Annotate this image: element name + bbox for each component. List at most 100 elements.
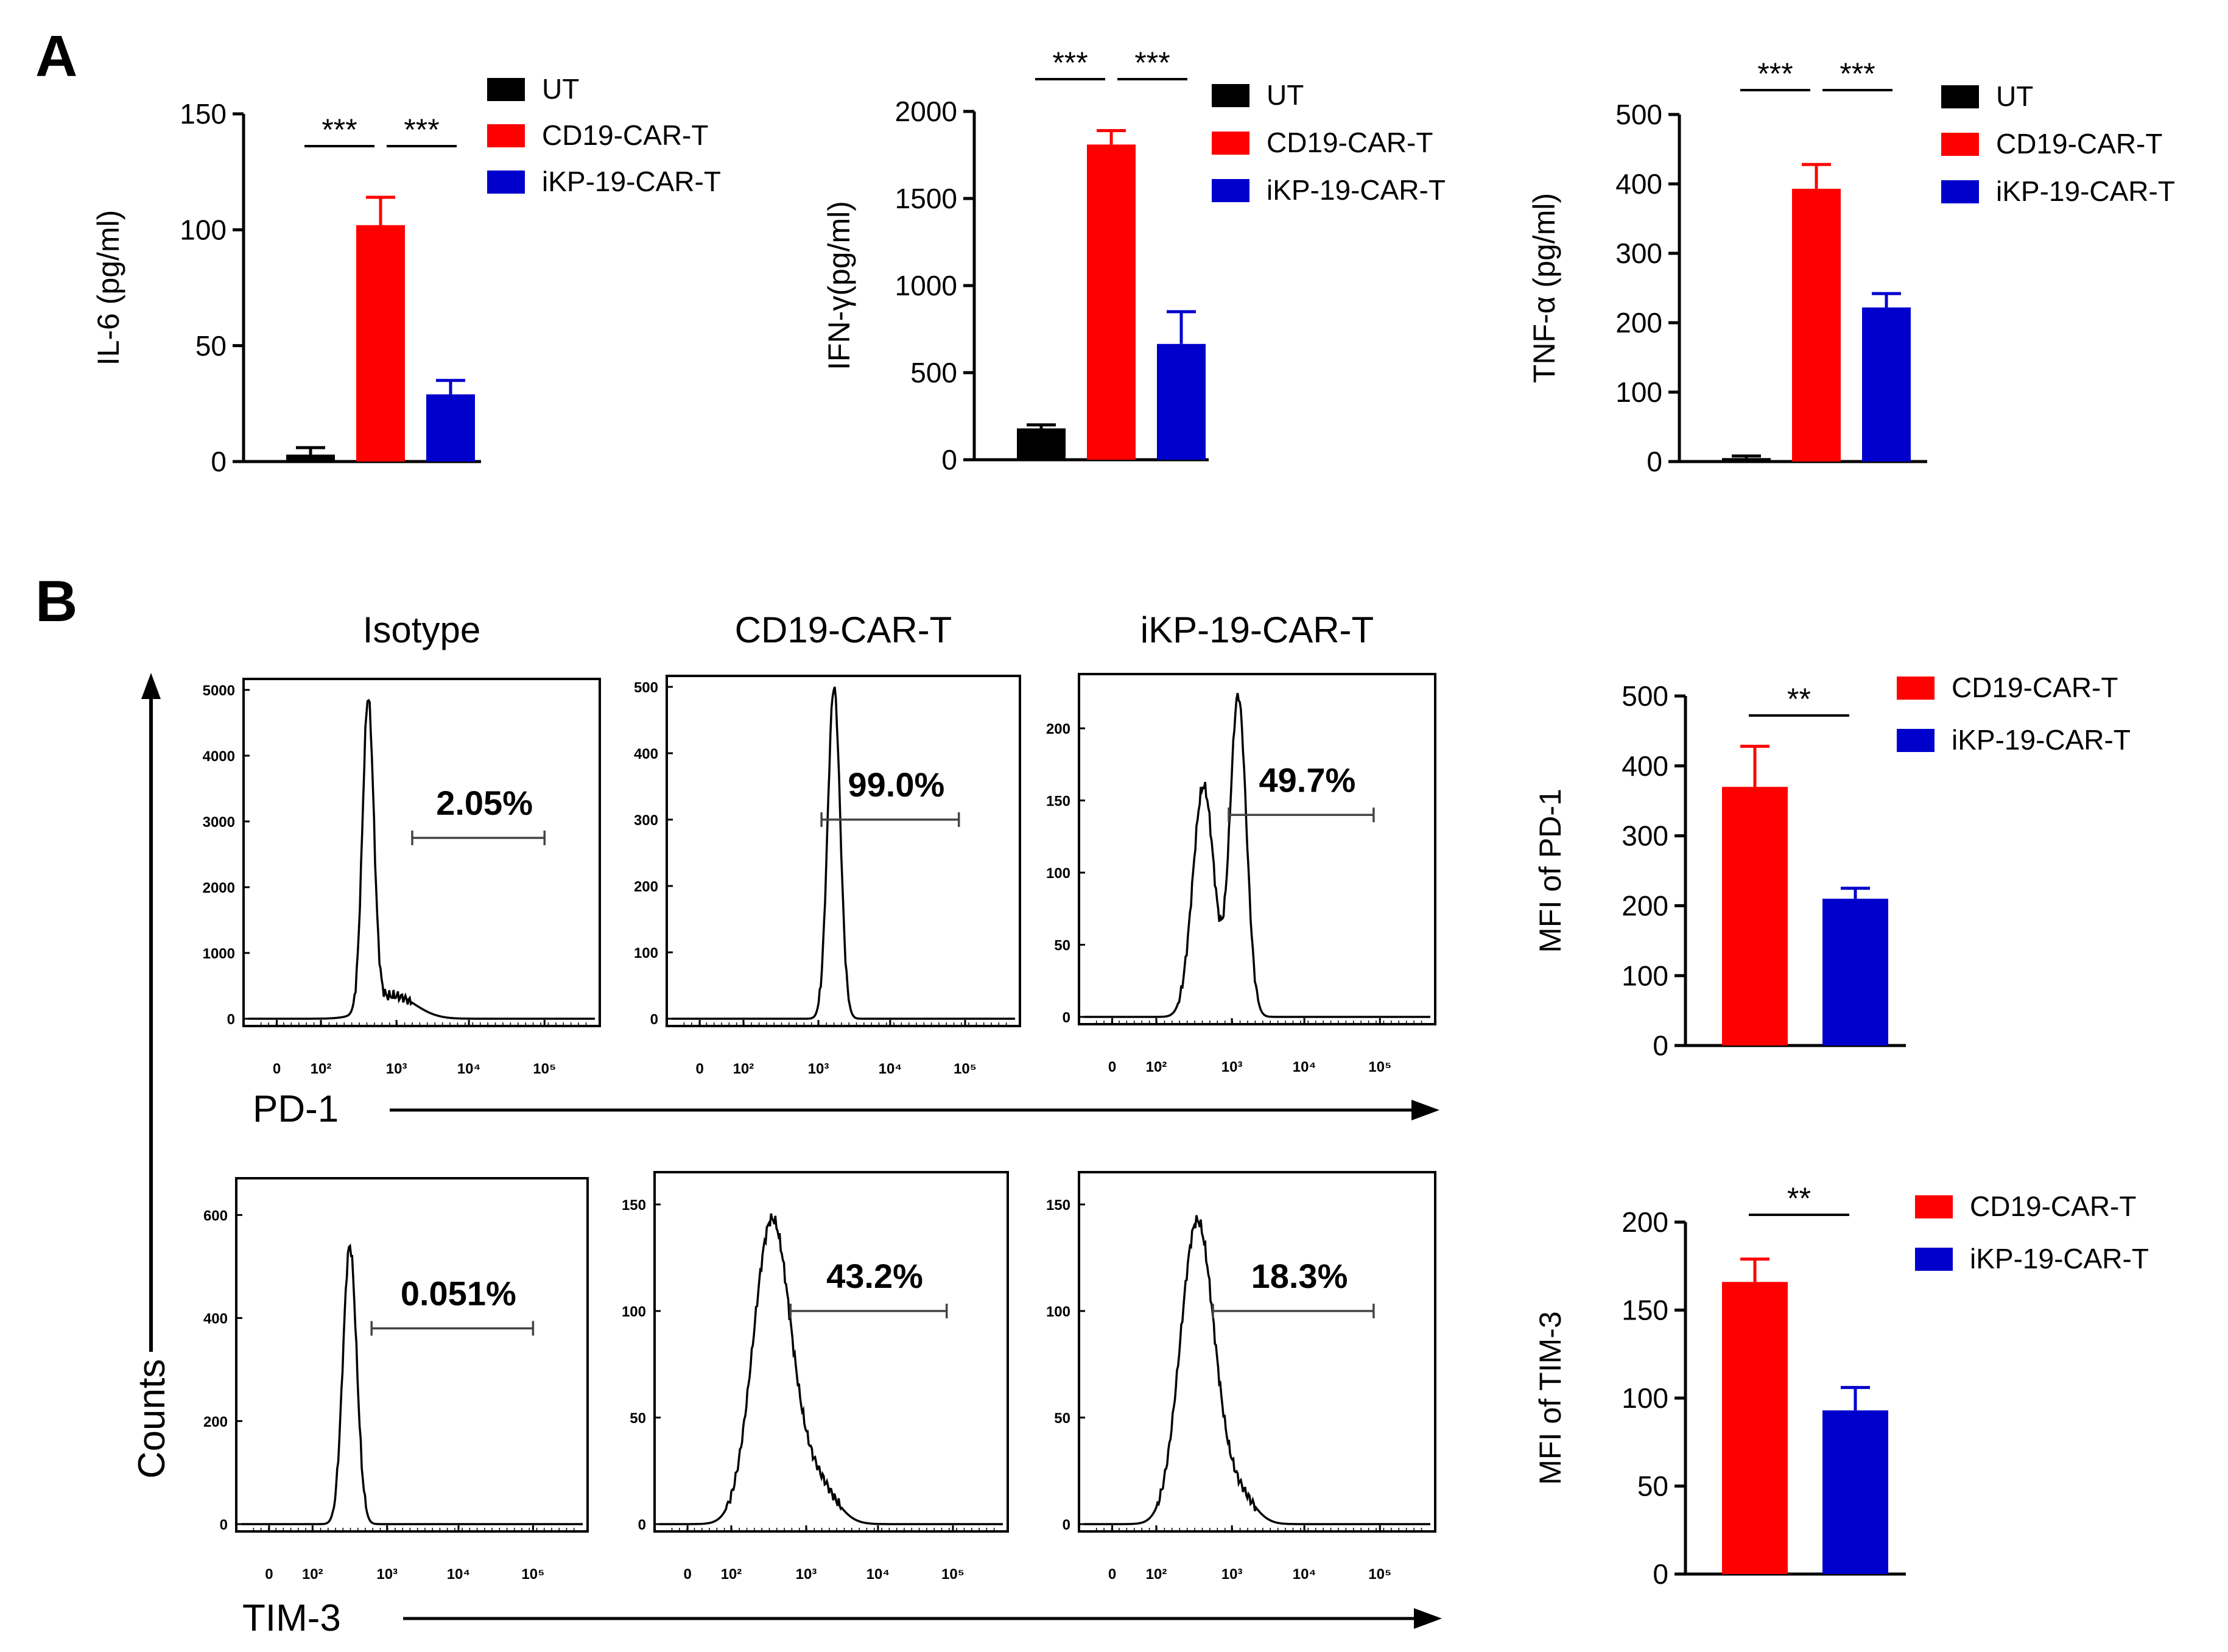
pd1-arrow-head xyxy=(1411,1100,1439,1120)
legend-swatch-cd19-car-t xyxy=(487,124,525,147)
bar-ikp-19-car-t xyxy=(1157,343,1206,460)
hist-y-tick-label: 400 xyxy=(634,746,658,762)
y-tick-label: 500 xyxy=(1615,99,1662,130)
hist-x-tick-label: 0 xyxy=(273,1061,281,1077)
bar-cd19-car-t xyxy=(1087,144,1136,460)
hist-y-tick-label: 150 xyxy=(1046,1197,1070,1214)
hist-x-tick-label: 10³ xyxy=(808,1061,829,1077)
chart-mfi-tim3: 0 50 100 150 200 MFI of TIM-3 ** CD19-CAR-T iKP-… xyxy=(1533,1181,2149,1590)
hist-x-tick-label: 10² xyxy=(1146,1059,1167,1075)
hist-y-tick-label: 500 xyxy=(634,680,658,696)
y-tick-label: 100 xyxy=(180,214,227,245)
chart-ifng: 0 500 1000 1500 2000 IFN-γ(pg/ml) *** *** UT CD19… xyxy=(822,46,1446,476)
hist-x-tick-label: 0 xyxy=(265,1566,273,1583)
histogram-frame xyxy=(653,1171,1009,1533)
histogram-title: Isotype xyxy=(363,610,480,650)
bar-ikp-19-car-t xyxy=(1822,898,1888,1046)
hist-y-tick-label: 0 xyxy=(650,1011,658,1028)
counts-arrow-head xyxy=(141,673,161,699)
y-tick-label: 100 xyxy=(1622,1382,1668,1414)
histogram-curve xyxy=(1084,692,1430,1018)
hist-x-tick-label: 10⁴ xyxy=(447,1566,471,1583)
histogram-pd1-isotype: Isotype 0 1000 2000 3000 4000 5000 0 10² 10³ 10⁴ 10… xyxy=(203,610,601,1077)
hist-y-tick-label: 150 xyxy=(622,1197,646,1214)
y-tick-label: 150 xyxy=(1622,1295,1668,1326)
histogram-tim3-ikp: 0 50 100 150 0 10² 10³ 10⁴ 10⁵ 18.3% xyxy=(1046,1171,1436,1583)
counts-axis: Counts xyxy=(131,673,173,1478)
y-tick-label: 0 xyxy=(1646,446,1662,477)
histogram-curve xyxy=(672,686,1015,1020)
significance-label: *** xyxy=(1134,46,1170,80)
hist-y-tick-label: 100 xyxy=(622,1304,646,1320)
histogram-frame xyxy=(235,1177,589,1533)
histogram-tim3-cd19: 0 50 100 150 0 10² 10³ 10⁴ 10⁵ 43.2% xyxy=(622,1171,1009,1583)
y-tick-label: 0 xyxy=(1653,1558,1668,1590)
bar-cd19-car-t xyxy=(1722,787,1788,1046)
hist-y-tick-label: 100 xyxy=(1046,865,1070,882)
hist-y-tick-label: 300 xyxy=(634,812,658,829)
hist-y-tick-label: 200 xyxy=(203,1414,228,1430)
hist-y-tick-label: 50 xyxy=(1054,938,1070,954)
y-tick-label: 1000 xyxy=(895,270,957,301)
legend-swatch-cd19-car-t xyxy=(1941,133,1979,156)
legend-label-cd19-car-t: CD19-CAR-T xyxy=(1267,127,1433,158)
y-tick-label: 100 xyxy=(1622,960,1668,991)
legend-label-cd19-car-t: CD19-CAR-T xyxy=(1952,672,2118,703)
hist-x-tick-label: 10⁵ xyxy=(521,1566,544,1583)
histogram-title: iKP-19-CAR-T xyxy=(1140,610,1374,650)
bar-cd19-car-t xyxy=(1792,188,1841,462)
y-tick-label: 50 xyxy=(1637,1471,1668,1502)
y-tick-label: 150 xyxy=(180,98,227,130)
hist-x-tick-label: 10⁴ xyxy=(1293,1059,1316,1075)
legend-swatch-ikp-19-car-t xyxy=(1897,729,1935,752)
gate-percentage: 99.0% xyxy=(848,765,945,804)
hist-x-tick-label: 10³ xyxy=(1221,1059,1243,1075)
y-axis-label: IFN-γ(pg/ml) xyxy=(822,201,856,370)
histogram-frame xyxy=(1078,673,1436,1025)
hist-x-tick-label: 10³ xyxy=(386,1061,407,1077)
legend-label-cd19-car-t: CD19-CAR-T xyxy=(1996,128,2162,160)
pd1-axis-label: PD-1 xyxy=(253,1088,339,1130)
legend-swatch-ikp-19-car-t xyxy=(487,170,525,194)
bar-cd19-car-t xyxy=(356,225,405,462)
hist-y-tick-label: 4000 xyxy=(203,748,235,765)
histogram-curve xyxy=(659,1213,1003,1525)
legend-label-ikp-19-car-t: iKP-19-CAR-T xyxy=(1952,724,2131,756)
chart-mfi-pd1: 0 100 200 300 400 500 MFI of PD-1 ** CD19-CAR-T i… xyxy=(1533,672,2131,1061)
hist-y-tick-label: 50 xyxy=(630,1410,646,1427)
hist-y-tick-label: 0 xyxy=(638,1517,646,1533)
y-tick-label: 400 xyxy=(1615,168,1662,200)
significance-label: ** xyxy=(1787,682,1811,716)
y-axis-label: MFI of PD-1 xyxy=(1533,789,1567,952)
significance-label: *** xyxy=(404,113,439,147)
histogram-title: CD19-CAR-T xyxy=(735,610,952,650)
y-tick-label: 500 xyxy=(910,357,957,388)
legend-label-ikp-19-car-t: iKP-19-CAR-T xyxy=(1267,174,1446,206)
y-tick-label: 200 xyxy=(1615,307,1662,339)
hist-x-tick-label: 10³ xyxy=(796,1566,817,1583)
histogram-curve xyxy=(248,698,595,1020)
legend-swatch-cd19-car-t xyxy=(1212,132,1249,155)
histogram-tim3-isotype: 0 200 400 600 0 10² 10³ 10⁴ 10⁵ 0.051% xyxy=(203,1177,589,1583)
histogram-curve xyxy=(1084,1215,1430,1525)
hist-x-tick-label: 10² xyxy=(302,1566,323,1583)
y-tick-label: 300 xyxy=(1622,820,1668,852)
hist-y-tick-label: 0 xyxy=(1063,1010,1070,1026)
hist-x-tick-label: 10³ xyxy=(376,1566,398,1583)
tim3-arrow-head xyxy=(1414,1608,1442,1629)
hist-x-tick-label: 10⁵ xyxy=(1368,1566,1391,1583)
legend-label-ut: UT xyxy=(1996,80,2033,112)
y-tick-label: 300 xyxy=(1615,237,1662,269)
significance-label: *** xyxy=(1757,57,1793,91)
hist-x-tick-label: 10⁴ xyxy=(879,1061,902,1077)
significance-label: *** xyxy=(1840,57,1875,91)
gate-percentage: 43.2% xyxy=(826,1257,923,1295)
hist-y-tick-label: 400 xyxy=(203,1311,228,1327)
hist-x-tick-label: 10⁴ xyxy=(457,1061,481,1077)
y-tick-label: 0 xyxy=(941,444,957,476)
hist-x-tick-label: 10³ xyxy=(1221,1566,1243,1583)
gate-percentage: 49.7% xyxy=(1259,761,1356,799)
legend-swatch-cd19-car-t xyxy=(1915,1195,1953,1218)
hist-x-tick-label: 0 xyxy=(683,1566,691,1583)
